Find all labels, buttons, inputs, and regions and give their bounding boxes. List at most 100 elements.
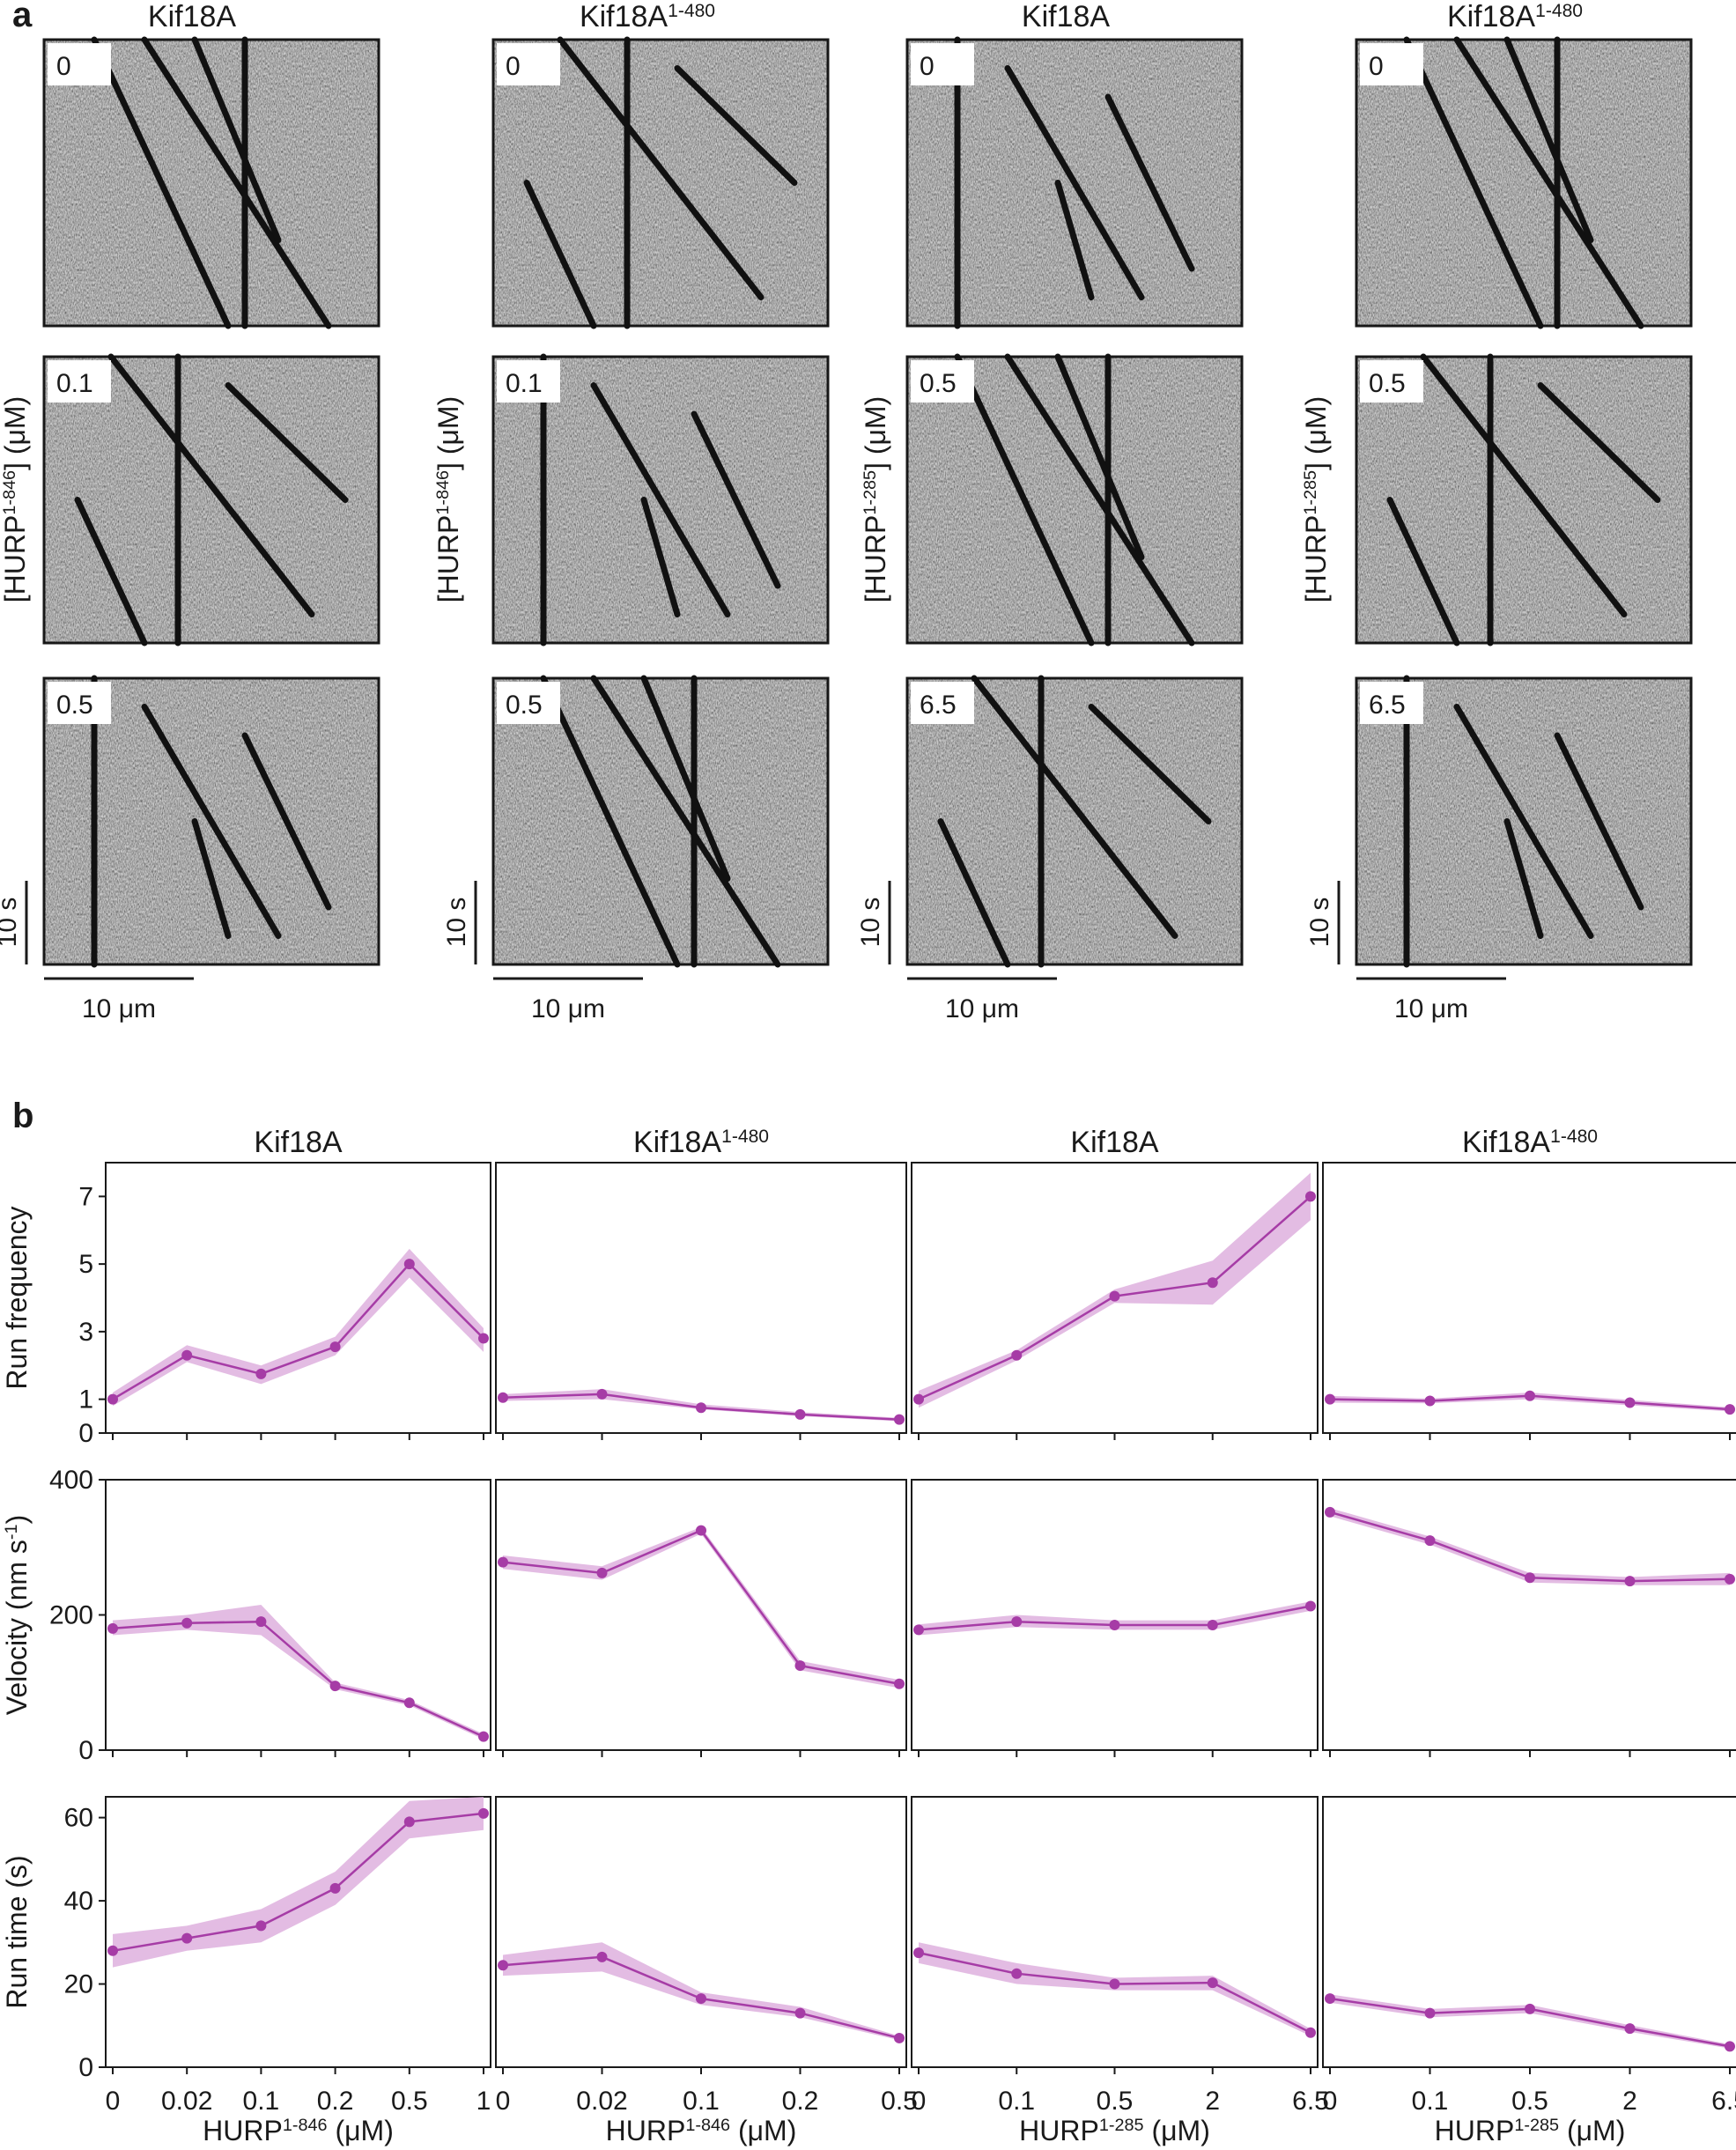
concentration-label: 0 [920, 52, 934, 81]
subplot [911, 1162, 1319, 1440]
x-axis-label: HURP1-285 (μM) [1435, 2115, 1626, 2146]
concentration-label: 6.5 [920, 691, 957, 720]
x-tick-label: 0.1 [243, 2087, 280, 2116]
chart-title-3: Kif18A [1070, 1126, 1158, 1159]
concentration-box [1360, 43, 1423, 85]
subplot [911, 1479, 1319, 1757]
data-point [329, 1681, 341, 1692]
kymograph-track [590, 675, 781, 968]
data-point [794, 1408, 806, 1420]
kymograph-track [640, 497, 681, 617]
data-point [1725, 2041, 1735, 2052]
x-tick-label: 6.5 [1711, 2087, 1736, 2116]
data-point [1725, 1404, 1735, 1415]
data-point [894, 1414, 905, 1425]
column-title-1: Kif18A [148, 0, 236, 33]
concentration-box [48, 682, 111, 724]
data-point [1109, 1978, 1120, 1990]
data-point [478, 1731, 489, 1742]
time-scale-label: 10 s [442, 898, 471, 948]
data-point [255, 1616, 267, 1628]
data-point [403, 1697, 415, 1709]
x-tick-label: 2 [1205, 2087, 1220, 2116]
data-point [1325, 1506, 1335, 1518]
data-point [1325, 1393, 1335, 1405]
data-point [255, 1368, 267, 1379]
chart-title-4: Kif18A1-480 [1462, 1126, 1598, 1159]
subplot [1322, 1162, 1736, 1440]
concentration-axis-label: [HURP1-285] (μM) [1300, 396, 1332, 602]
y-tick-label: 1 [78, 1385, 93, 1415]
time-scale-label: 10 s [0, 898, 22, 948]
data-point [596, 1951, 608, 1962]
data-point [498, 1556, 508, 1568]
y-tick-label: 0 [78, 2053, 93, 2082]
concentration-box [497, 360, 560, 403]
data-point [1011, 1349, 1023, 1361]
concentration-label: 0.1 [56, 369, 93, 398]
x-tick-label: 0.1 [683, 2087, 720, 2116]
kymograph-track [107, 353, 315, 617]
x-tick-label: 6.5 [1292, 2087, 1329, 2116]
concentration-label: 0.5 [920, 369, 957, 398]
chart-title-2: Kif18A1-480 [633, 1126, 769, 1159]
data-point [596, 1388, 608, 1400]
series-line [502, 1529, 900, 1686]
kymograph-track [191, 36, 282, 243]
confidence-band [1330, 1508, 1730, 1585]
column-title-2: Kif18A1-480 [580, 0, 715, 33]
y-tick-label: 40 [64, 1887, 93, 1916]
concentration-label: 0 [1369, 52, 1384, 81]
confidence-band [503, 1942, 899, 2041]
data-point [1424, 1535, 1436, 1547]
concentration-box [497, 682, 560, 724]
x-tick-label: 0.5 [881, 2087, 918, 2116]
kymograph-track [74, 497, 148, 646]
data-point [1624, 2023, 1636, 2035]
kymograph-track [191, 818, 232, 939]
distance-scale-label: 10 μm [82, 994, 156, 1023]
kymograph-track [225, 382, 349, 503]
data-point [107, 1393, 118, 1405]
data-point [1424, 2007, 1436, 2019]
series-line [1329, 1511, 1731, 1583]
concentration-label: 6.5 [1369, 691, 1406, 720]
subplot: 0 0.1 0.5 2 6.5 [1322, 1796, 1736, 2116]
kymograph-track [1054, 180, 1095, 300]
data-point [1624, 1576, 1636, 1587]
confidence-band [113, 1248, 484, 1407]
column-title-4: Kif18A1-480 [1447, 0, 1583, 33]
confidence-band [1330, 1994, 1730, 2049]
x-axis-label: HURP1-846 (μM) [203, 2115, 394, 2146]
data-point [1207, 1977, 1218, 1989]
kymograph-column-2: Kif18A1-480 0 0.1 0.5 [HURP1-846] (μM) 10 s 10… [432, 0, 830, 1023]
kymograph-track [91, 36, 232, 329]
data-point [894, 2032, 905, 2043]
kymograph-track [1420, 353, 1628, 617]
data-point [1305, 2027, 1316, 2038]
data-point [1305, 1600, 1316, 1612]
data-point [794, 1660, 806, 1672]
data-point [913, 1624, 924, 1636]
data-point [478, 1807, 489, 1819]
time-scale-label: 10 s [856, 898, 885, 948]
concentration-box [1360, 360, 1423, 403]
kymograph-track [141, 36, 332, 329]
time-scale-label: 10 s [1305, 898, 1334, 948]
x-axis-label: HURP1-846 (μM) [606, 2115, 797, 2146]
concentration-label: 0.5 [506, 691, 543, 720]
subplot: 0 0.1 0.5 2 6.5 [911, 1796, 1329, 2116]
plot-frame [105, 1796, 491, 2068]
concentration-axis-label: [HURP1-846] (μM) [432, 396, 464, 602]
kymograph-track [1004, 353, 1195, 646]
data-point [1525, 1572, 1535, 1584]
chart-column-3: Kif18A 0 0.1 0.5 2 6.5 HURP1-285 (μM) [911, 1126, 1329, 2146]
kymograph-track [1453, 36, 1644, 329]
data-point [403, 1816, 415, 1828]
chart-column-4: Kif18A1-480 0 0.1 0.5 2 6.5 HURP1-285 (μM) [1322, 1126, 1736, 2146]
kymograph-column-1: Kif18A 0 0.1 0.5 [HURP1-846] (μM) 10 s 10 μm [0, 0, 380, 1023]
panel-a-kymographs: a Kif18A 0 0.1 0.5 [HURP1-846] (μM) 10 s 10 μm… [0, 0, 1693, 1023]
data-point [403, 1259, 415, 1270]
y-axis-label: Velocity (nm s-1) [1, 1515, 33, 1715]
